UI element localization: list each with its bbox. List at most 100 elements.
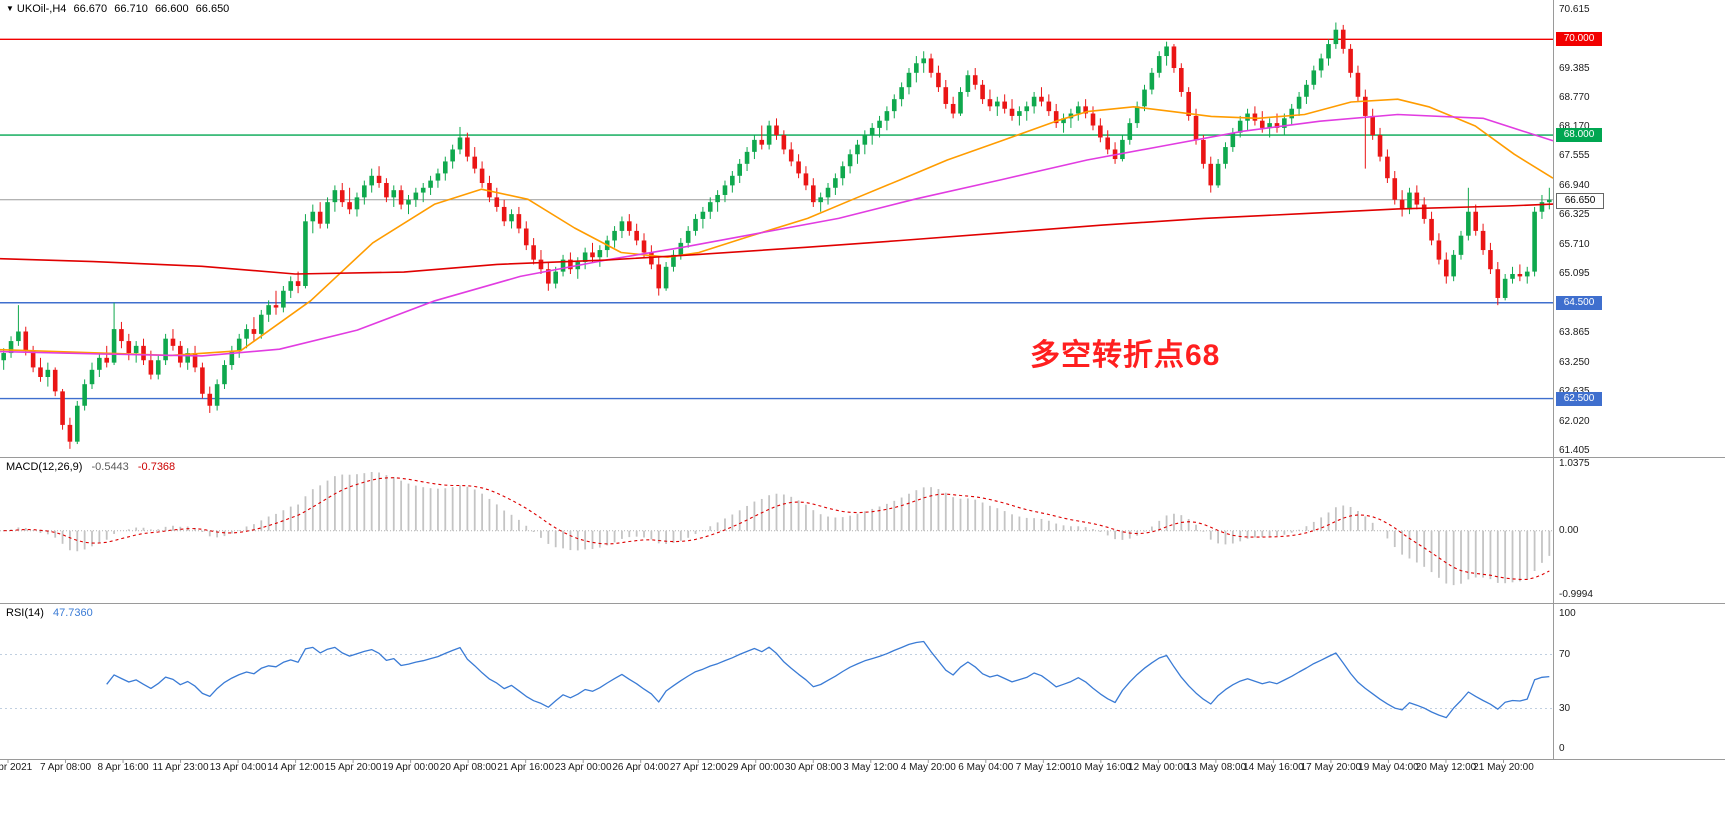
candle-body [663,266,669,289]
candle-body [155,360,161,375]
candle-body [192,353,198,368]
candle-body [354,197,360,210]
candle-body [1370,115,1375,136]
candle-body [1164,46,1169,57]
candle-body [1282,118,1287,128]
candle-body [538,259,544,270]
candle-body [266,305,271,315]
candle-body [384,182,389,198]
candle-body [1539,202,1545,212]
candle-body [1149,72,1155,90]
candle-body [1524,271,1530,277]
candle-body [339,190,345,203]
candle-body [1385,156,1390,179]
rsi-title: RSI(14) [6,607,44,619]
candle-body [89,369,95,385]
candle-body [1495,269,1501,298]
candle-body [788,149,794,162]
bar-open-value: 66.670 [73,3,108,15]
candle-body [1230,132,1236,148]
candle-body [936,72,941,88]
candle-body [97,357,102,370]
candle-body [855,144,860,155]
candle-body [1090,113,1096,126]
candle-body [1186,91,1191,116]
candle-body [332,190,338,203]
candle-body [560,259,566,272]
candle-body [781,135,787,150]
candle-body [141,345,146,361]
candle-body [737,163,742,176]
candle-body [516,214,522,229]
candle-body [1502,278,1508,298]
candle-body [450,149,455,162]
bar-high-value: 66.710 [114,3,148,15]
candle-body [1031,96,1037,107]
candle-body [1473,211,1479,231]
candle-body [1517,274,1523,277]
candle-body [891,99,897,112]
candle-body [1201,139,1206,164]
candle-body [1134,106,1140,124]
candle-body [163,338,168,361]
symbol-name: UKOil-,H4 [16,3,67,15]
candle-body [774,125,779,136]
candle-body [1466,211,1471,236]
candle-body [347,202,352,210]
macd-title: MACD(12,26,9) [6,461,83,473]
candle-body [82,384,87,406]
candle-body [722,185,728,195]
candle-body [1,353,6,361]
candle-body [634,230,639,241]
candle-body [133,345,139,354]
candle-body [479,168,485,183]
candle-body [553,271,558,284]
candle-body [1017,111,1022,116]
candle-body [1179,68,1184,92]
candle-body [1237,120,1243,133]
candle-body [833,178,838,188]
candle-body [1171,46,1177,69]
candle-body [398,190,404,205]
candle-body [428,180,433,188]
candle-body [649,252,654,265]
candle-body [1002,101,1007,109]
bar-close-value: 66.650 [195,3,230,15]
candle-body [1215,163,1221,186]
candle-body [1429,218,1434,241]
candle-body [752,139,757,152]
candle-body [229,350,235,366]
candle-body [671,254,676,267]
candle-body [1451,254,1456,277]
candle-body [303,221,308,286]
candle-body [391,190,397,198]
candle-body [185,353,190,363]
candle-body [60,391,65,425]
candle-body [862,135,868,145]
candle-body [1009,108,1015,116]
candle-body [730,175,735,186]
candle-body [74,405,80,442]
candle-body [641,240,647,253]
candle-body [1340,29,1346,49]
candle-body [1407,192,1412,210]
candle-body [30,350,36,368]
candle-body [148,360,154,375]
ma-mid-magenta-line [0,113,1554,357]
candle-body [568,259,573,270]
candle-body [1039,96,1044,102]
candle-body [52,369,58,392]
candle-body [818,197,823,203]
candle-body [980,84,985,100]
candle-body [678,242,684,255]
candle-body [619,221,625,231]
candle-body [1105,137,1111,150]
symbol-marker-icon: ▼ [6,4,14,13]
candle-body [612,230,617,241]
candle-body [38,367,43,378]
price-level-lines [0,38,1553,400]
candle-body [626,221,632,231]
macd-panel [0,471,1553,586]
candle-body [1120,139,1125,160]
